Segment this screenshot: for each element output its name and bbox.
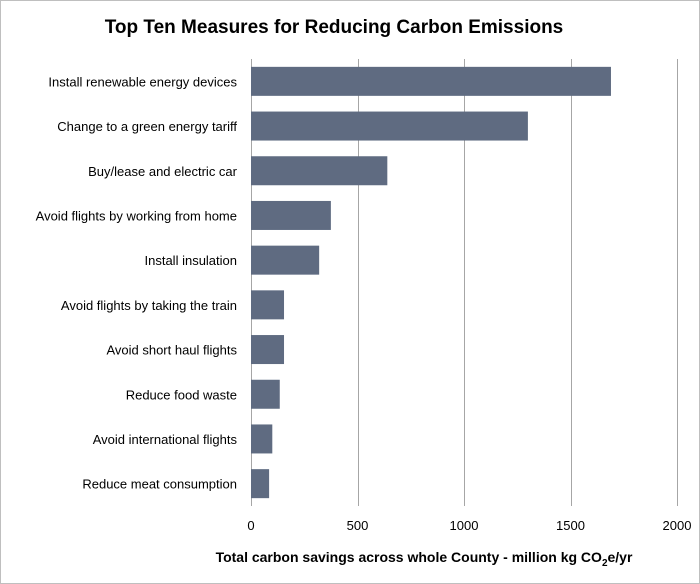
x-tick-labels: 0 500 1000 1500 2000 — [247, 518, 691, 533]
x-axis-title-text: Total carbon savings across whole County… — [216, 549, 602, 565]
bar — [251, 424, 273, 454]
x-tick-label: 1500 — [556, 518, 585, 533]
chart-title: Top Ten Measures for Reducing Carbon Emi… — [104, 17, 564, 38]
x-tick-label: 500 — [347, 518, 369, 533]
bar — [251, 335, 285, 365]
category-label: Avoid flights by taking the train — [61, 298, 237, 313]
bar — [251, 379, 280, 409]
x-axis-title: Total carbon savings across whole County… — [216, 549, 633, 569]
bar — [251, 66, 611, 96]
category-label: Avoid flights by working from home — [36, 208, 237, 223]
category-label: Change to a green energy tariff — [57, 119, 237, 134]
x-axis-title-subscript: 2 — [602, 558, 608, 569]
x-tick-label: 2000 — [663, 518, 692, 533]
bars — [251, 66, 611, 499]
bar — [251, 245, 320, 275]
category-label: Reduce food waste — [126, 387, 237, 402]
x-axis-title-unit: e/yr — [608, 549, 633, 565]
bar — [251, 469, 270, 499]
x-tick-label: 0 — [247, 518, 254, 533]
bar — [251, 156, 388, 186]
bar — [251, 111, 528, 141]
category-label: Install insulation — [145, 253, 238, 268]
category-label: Reduce meat consumption — [82, 477, 237, 492]
category-label: Install renewable energy devices — [48, 74, 237, 89]
category-label: Avoid international flights — [93, 432, 238, 447]
x-tick-label: 1000 — [450, 518, 479, 533]
bar — [251, 290, 285, 320]
category-labels: Install renewable energy devices Change t… — [36, 74, 238, 491]
category-label: Avoid short haul flights — [106, 343, 237, 358]
bar — [251, 200, 331, 230]
category-label: Buy/lease and electric car — [88, 164, 238, 179]
